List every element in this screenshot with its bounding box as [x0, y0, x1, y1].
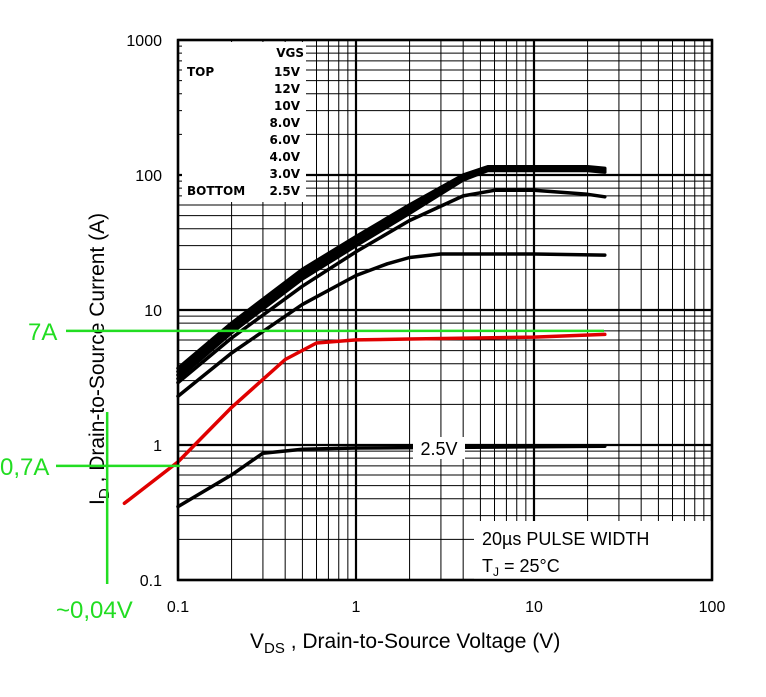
y-tick-label: 100: [135, 168, 162, 185]
series-line-2-5v: [176, 444, 607, 509]
legend-entry: 4.0V: [269, 150, 300, 164]
legend-entry: 12V: [274, 82, 301, 96]
plot-frame: [176, 38, 714, 582]
annotations: 7A 0,7A ~0,04V: [0, 319, 604, 624]
y-tick-label: 10: [144, 303, 162, 320]
legend-header: VGS: [276, 46, 304, 60]
legend-entry: 10V: [274, 99, 301, 113]
series-line-3-0v: [122, 332, 607, 506]
note-box: [474, 521, 712, 581]
legend-entry: 8.0V: [269, 116, 300, 130]
y-tick-label: 1: [153, 438, 162, 455]
x-tick-label: 100: [699, 599, 726, 616]
legend-entry: 3.0V: [269, 167, 300, 181]
x-tick-label: 1: [352, 599, 361, 616]
x-tick-label: 10: [525, 599, 543, 616]
series-line-8-0v: [176, 168, 607, 381]
curve-label-bg: [413, 437, 465, 459]
legend-top-label: TOP: [187, 65, 214, 79]
x-tick-label: 0.1: [167, 599, 189, 616]
series-layer: [122, 165, 607, 509]
y-label-rest: , Drain-to-Source Current (A): [86, 213, 109, 488]
annotation-label-0-04v: ~0,04V: [56, 597, 133, 624]
note-temp-sub: J: [493, 565, 499, 579]
annotation-label-0-7a: 0,7A: [0, 454, 49, 481]
note-pulse-width: 20µs PULSE WIDTH: [482, 529, 649, 549]
note-temp-t: T: [482, 556, 493, 576]
legend-entry: 6.0V: [269, 133, 300, 147]
legend-bottom-label: BOTTOM: [187, 184, 245, 198]
y-label-sub: D: [96, 488, 113, 499]
series-line-6-0v: [176, 188, 607, 385]
x-axis-label: VDS , Drain-to-Source Voltage (V): [250, 630, 560, 657]
legend-entries: 15V 12V 10V 8.0V 6.0V 4.0V 3.0V 2.5V: [269, 65, 300, 198]
x-label-sub: DS: [264, 640, 285, 657]
y-tick-label: 1000: [126, 33, 162, 50]
legend-entry: 15V: [274, 65, 301, 79]
y-tick-label: 0.1: [140, 573, 162, 590]
legend-entry: 2.5V: [269, 184, 300, 198]
y-axis-label: ID , Drain-to-Source Current (A): [86, 213, 113, 505]
note-temp-rest: = 25°C: [499, 556, 560, 576]
tick-labels: 0.1 1 10 100 0.1 1 10 100 1000: [126, 33, 725, 616]
x-label-main: V: [250, 630, 264, 653]
x-label-rest: , Drain-to-Source Voltage (V): [285, 630, 560, 653]
curve-label-2-5v: 2.5V: [420, 439, 457, 459]
note-temperature: TJ = 25°C: [482, 556, 560, 579]
annotation-label-7a: 7A: [28, 319, 57, 346]
y-label-main: I: [86, 499, 109, 505]
series-line-4-0v: [176, 252, 607, 398]
legend-box: [182, 42, 306, 202]
